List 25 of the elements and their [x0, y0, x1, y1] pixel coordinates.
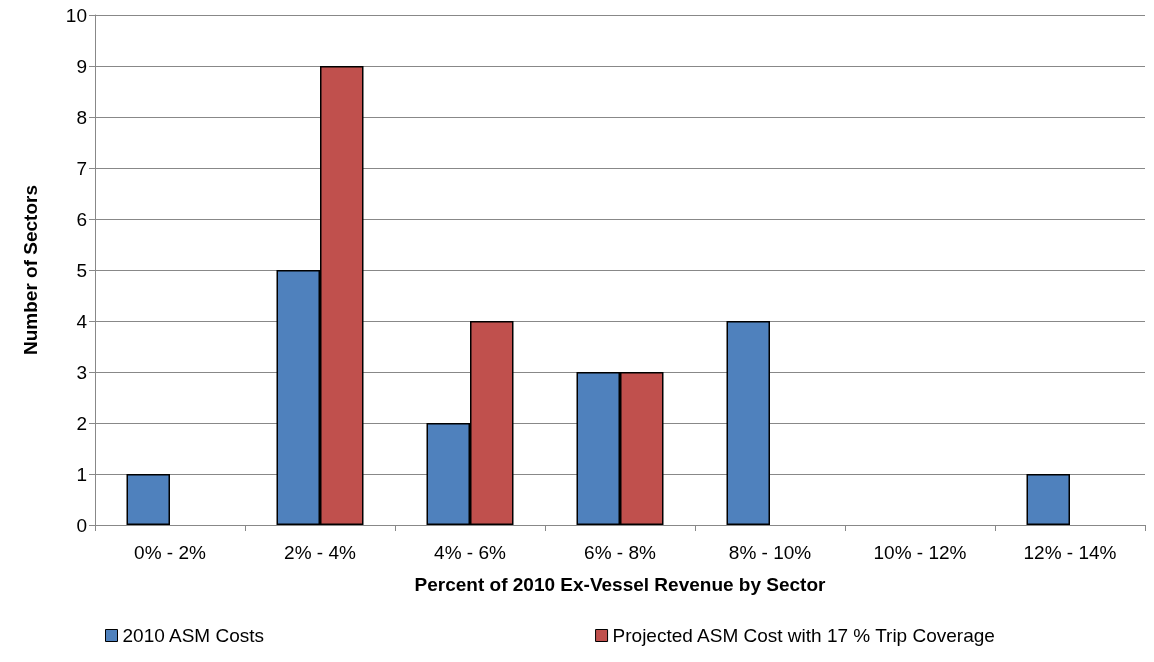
y-tick-label: 9: [76, 55, 87, 77]
bar: [726, 321, 770, 525]
bar: [126, 474, 170, 525]
x-tick-label: 12% - 14%: [1023, 542, 1117, 563]
x-tick-label: 10% - 12%: [873, 542, 967, 563]
x-tick-label: 8% - 10%: [728, 542, 812, 563]
y-tick-label: 8: [76, 106, 87, 128]
x-axis-title: Percent of 2010 Ex-Vessel Revenue by Sector: [414, 574, 827, 595]
legend-label: Projected ASM Cost with 17 % Trip Coverage: [612, 625, 995, 646]
y-tick-label: 5: [76, 259, 87, 281]
x-tick-label: 6% - 8%: [584, 542, 657, 563]
y-tick-label: 1: [76, 463, 87, 485]
y-tick-label: 3: [76, 361, 87, 383]
y-tick-label: 2: [76, 412, 87, 434]
y-tick-label: 4: [76, 310, 88, 332]
x-tick-label: 4% - 6%: [434, 542, 507, 563]
y-tick-label: 0: [76, 514, 87, 536]
bar: [1026, 474, 1070, 525]
y-tick-label: 6: [76, 208, 87, 230]
y-tick-label: 7: [76, 157, 87, 179]
y-axis-title: Number of Sectors: [20, 185, 41, 355]
legend-label: 2010 ASM Costs: [122, 625, 265, 646]
x-tick-label: 2% - 4%: [284, 542, 357, 563]
x-tick-label: 0% - 2%: [134, 542, 207, 563]
y-tick-label: 10: [65, 4, 87, 26]
